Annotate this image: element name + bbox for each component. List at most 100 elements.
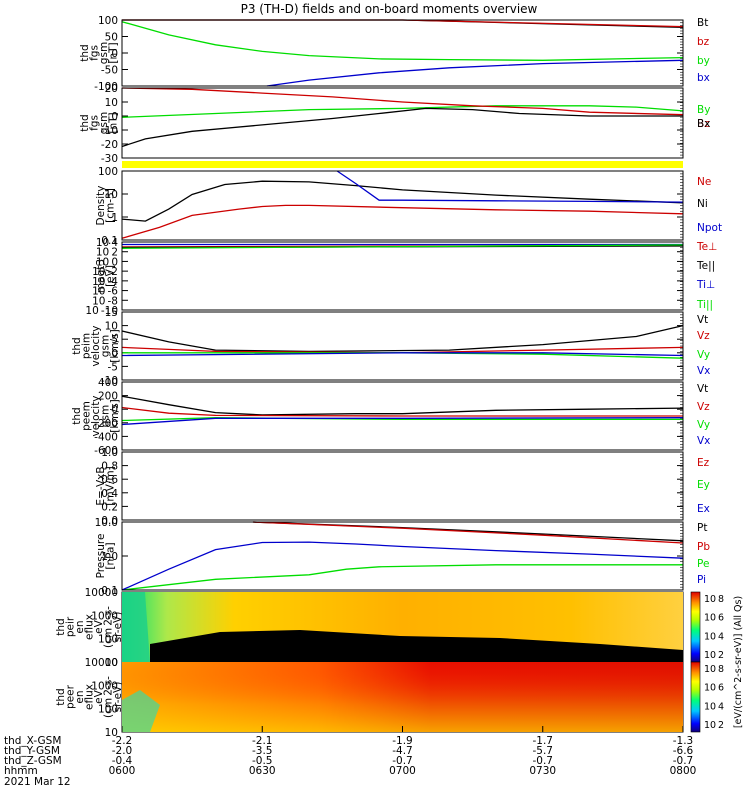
legend-entry: bx xyxy=(697,72,710,84)
panel-4: 10 410 210 010 -210 -410 -610 -810 -10 ma… xyxy=(85,237,717,317)
series-line-Pi xyxy=(121,541,684,591)
x-row-label: thd_X-GSM xyxy=(4,735,61,747)
y-tick-label: -50 xyxy=(101,65,118,77)
y-axis-label: fgs xyxy=(89,115,101,131)
legend-entry: Te|| xyxy=(696,260,715,272)
y-tick-label: 0.4 xyxy=(101,488,118,500)
y-tick-label: 10 -2 xyxy=(92,266,118,278)
legend-entry: Bz xyxy=(697,118,710,130)
y-tick-label: 0.1 xyxy=(101,235,118,247)
legend-entry: Ez xyxy=(697,457,710,469)
y-tick-label: 20 xyxy=(105,83,118,95)
x-tick-label: -2.0 xyxy=(112,745,133,757)
x-row-label: hhmm xyxy=(4,765,38,777)
ion-spectrogram-earlyband xyxy=(122,592,150,662)
y-tick-label: 1000 xyxy=(91,680,118,692)
legend-entry: bz xyxy=(697,36,710,48)
y-axis-label: peim xyxy=(81,333,93,359)
y-axis-label: Density xyxy=(95,186,107,226)
y-tick-label: 0.2 xyxy=(101,501,118,513)
x-date-label: 2021 Mar 12 xyxy=(4,776,71,788)
y-axis-label: gsm xyxy=(100,405,112,427)
colorbar-tick-label: 10 6 xyxy=(704,683,724,694)
x-tick-label: -4.7 xyxy=(392,745,413,757)
y-tick-label: 100 xyxy=(98,704,118,716)
legend-entry: Bx xyxy=(697,118,710,130)
colorbar-tick-label: 10 4 xyxy=(704,631,724,642)
y-tick-label: -20 xyxy=(101,139,118,151)
y-tick-label: 0.6 xyxy=(101,474,118,486)
x-tick-label: -0.4 xyxy=(112,755,133,767)
panel-frame xyxy=(121,241,684,311)
panel-8: 10.0 1.0 0.1 Pressure[nPa] Pt Pb Pe Pi xyxy=(95,517,711,597)
y-axis-label: [eV] xyxy=(105,265,117,287)
legend-entry: Pb xyxy=(697,541,710,553)
colorbars xyxy=(690,591,701,733)
y-axis-label: thd xyxy=(55,618,67,635)
panel-frame xyxy=(121,381,684,451)
figure-title: P3 (TH-D) fields and on-board moments ov… xyxy=(241,2,538,16)
series-line-Vz xyxy=(121,406,683,417)
y-tick-label: 10 -8 xyxy=(92,295,118,307)
y-axis-label: en xyxy=(74,620,86,633)
y-tick-label: 0 xyxy=(111,111,118,123)
x-row-label: thd_Z-GSM xyxy=(4,755,62,767)
y-tick-label: 400 xyxy=(98,377,118,389)
y-tick-label: -600 xyxy=(94,445,118,457)
x-tick-label: 0800 xyxy=(670,765,697,777)
legend-entry: By xyxy=(697,104,710,116)
y-tick-label: 10 xyxy=(105,321,118,333)
y-axis-label: velocity xyxy=(90,395,102,436)
y-tick-label: 10 xyxy=(105,727,118,739)
panel-frame xyxy=(121,451,684,521)
series-line-Vt xyxy=(121,395,684,416)
series-line-Ni xyxy=(121,180,684,222)
series-line-by xyxy=(121,21,684,61)
y-tick-label: -30 xyxy=(101,153,118,165)
legend-entry: Te⊥ xyxy=(696,241,717,253)
y-tick-label: 10000 xyxy=(85,587,118,599)
y-axis-label: peer xyxy=(65,684,77,709)
panel-frame xyxy=(121,521,684,591)
y-tick-label: 1.0 xyxy=(101,551,118,563)
ion-spectrogram-lowband xyxy=(150,630,683,662)
status-bar xyxy=(122,161,683,168)
y-tick-label: 10 2 xyxy=(96,247,118,259)
legend-entry: Vy xyxy=(697,349,710,361)
series-line-Vx xyxy=(121,352,684,357)
y-axis-label: fgs xyxy=(89,45,101,61)
y-axis-label: peem xyxy=(81,401,93,431)
legend-entry: Vt xyxy=(697,383,708,395)
y-axis-label: velocity xyxy=(90,325,102,366)
y-axis-label: sr-eV) xyxy=(112,682,124,713)
series-line-Bt xyxy=(122,19,684,28)
colorbar-tick-label: 10 2 xyxy=(704,720,724,731)
x-tick-label: -0.7 xyxy=(673,755,694,767)
y-axis-label: [km/s] xyxy=(109,329,121,363)
y-axis-label: eV xyxy=(93,689,105,703)
series-line-Vy xyxy=(122,352,684,359)
x-tick-label: -1.9 xyxy=(392,735,413,747)
legend-entry: Pt xyxy=(697,522,707,534)
y-axis-label: (cm 2-s- xyxy=(103,676,115,718)
legend-entry: Vy xyxy=(697,419,710,431)
colorbar-label: [eV/(cm^2-s-sr-eV)] (All Qs) xyxy=(733,596,744,728)
series-line-bx xyxy=(266,59,684,87)
x-tick-label: -5.7 xyxy=(533,745,554,757)
x-tick-label: -0.7 xyxy=(533,755,554,767)
legend-entry: Ni xyxy=(697,198,708,210)
y-tick-label: 10 xyxy=(105,189,118,201)
series-line-Vx xyxy=(121,417,684,426)
y-tick-label: 5 xyxy=(111,334,118,346)
y-tick-label: 10 -4 xyxy=(92,276,118,288)
panel-stack: 100500-50-100thdfgsgsm[nT]Btbzbybx20100-… xyxy=(55,15,724,739)
panel-frame xyxy=(121,19,684,87)
electron-spectrogram-early xyxy=(122,690,160,732)
y-tick-label: 100 xyxy=(98,634,118,646)
y-axis-label: thd xyxy=(71,407,83,424)
series-line-Vt xyxy=(121,324,684,353)
y-tick-label: 0.8 xyxy=(101,461,118,473)
panel-frame xyxy=(121,87,684,159)
